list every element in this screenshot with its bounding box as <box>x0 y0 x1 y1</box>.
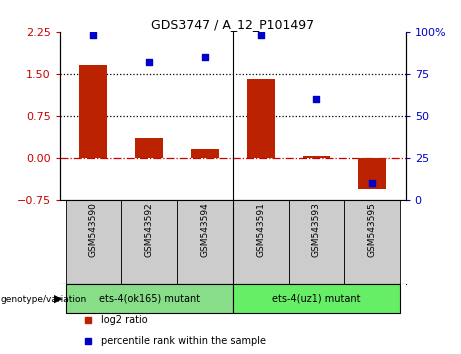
Text: GSM543593: GSM543593 <box>312 202 321 257</box>
Text: ets-4(ok165) mutant: ets-4(ok165) mutant <box>99 293 200 303</box>
Point <box>313 96 320 102</box>
Text: log2 ratio: log2 ratio <box>101 315 148 325</box>
Point <box>368 180 376 186</box>
Bar <box>191 149 219 158</box>
Bar <box>65 284 233 313</box>
Text: ▶: ▶ <box>54 294 63 304</box>
Text: genotype/variation: genotype/variation <box>0 295 87 304</box>
Bar <box>79 65 107 158</box>
Point <box>257 32 264 38</box>
Bar <box>233 200 289 284</box>
Point <box>90 32 97 38</box>
Bar <box>289 200 344 284</box>
Text: GSM543591: GSM543591 <box>256 202 265 257</box>
Bar <box>302 156 331 158</box>
Title: GDS3747 / A_12_P101497: GDS3747 / A_12_P101497 <box>151 18 314 31</box>
Point <box>201 54 209 60</box>
Bar <box>247 79 275 158</box>
Bar <box>121 200 177 284</box>
Text: ets-4(uz1) mutant: ets-4(uz1) mutant <box>272 293 361 303</box>
Text: GSM543594: GSM543594 <box>201 202 209 257</box>
Bar <box>344 200 400 284</box>
Bar <box>65 200 121 284</box>
Bar <box>177 200 233 284</box>
Bar <box>358 158 386 189</box>
Point <box>146 59 153 65</box>
Text: GSM543590: GSM543590 <box>89 202 98 257</box>
Bar <box>233 284 400 313</box>
Text: GSM543595: GSM543595 <box>368 202 377 257</box>
Bar <box>135 138 163 158</box>
Text: GSM543592: GSM543592 <box>145 202 154 257</box>
Text: percentile rank within the sample: percentile rank within the sample <box>101 336 266 346</box>
